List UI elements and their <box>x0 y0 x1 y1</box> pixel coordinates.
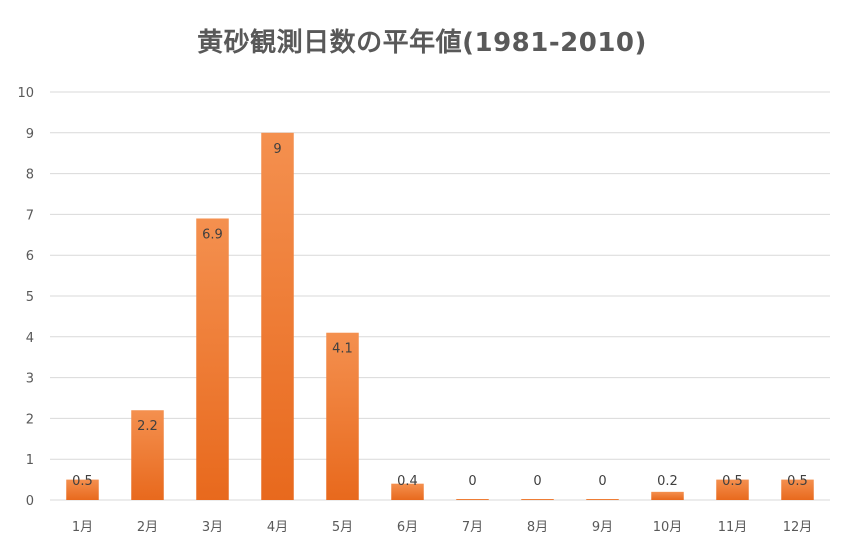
data-label: 0.5 <box>72 474 93 489</box>
bar <box>521 499 554 500</box>
x-tick-label: 8月 <box>527 520 548 535</box>
x-tick-label: 5月 <box>332 520 353 535</box>
y-tick-label: 8 <box>26 168 34 183</box>
bar <box>66 479 99 500</box>
bar <box>781 479 814 500</box>
data-label: 2.2 <box>137 419 158 434</box>
chart-title: 黄砂観測日数の平年値(1981-2010) <box>197 28 647 58</box>
data-label: 0 <box>468 474 476 489</box>
bar <box>131 410 164 500</box>
data-label: 0.2 <box>657 474 678 489</box>
y-tick-label: 5 <box>26 290 34 305</box>
x-axis-ticks: 1月 2月 3月 4月 5月 6月 7月 8月 9月 10月 11月 12月 <box>72 520 812 535</box>
x-tick-label: 6月 <box>397 520 418 535</box>
y-tick-label: 3 <box>26 372 34 387</box>
data-label: 0.5 <box>787 474 808 489</box>
data-label: 0 <box>598 474 606 489</box>
bar <box>456 499 489 500</box>
bar <box>326 332 359 500</box>
bar <box>586 499 619 500</box>
y-tick-label: 7 <box>26 208 34 223</box>
y-tick-label: 2 <box>26 412 34 427</box>
bar <box>716 479 749 500</box>
bar <box>651 491 684 500</box>
x-tick-label: 9月 <box>592 520 613 535</box>
x-tick-label: 4月 <box>267 520 288 535</box>
x-tick-label: 11月 <box>718 520 748 535</box>
data-label: 6.9 <box>202 227 223 242</box>
y-tick-label: 10 <box>17 86 34 101</box>
y-axis-ticks: 0 1 2 3 4 5 6 7 8 9 10 <box>17 86 34 509</box>
bars <box>66 132 814 501</box>
x-tick-label: 12月 <box>783 520 813 535</box>
data-label: 4.1 <box>332 342 353 357</box>
x-tick-label: 2月 <box>137 520 158 535</box>
data-label: 0 <box>533 474 541 489</box>
x-tick-label: 10月 <box>653 520 683 535</box>
x-tick-label: 1月 <box>72 520 93 535</box>
data-labels: 0.5 2.2 6.9 9 4.1 0.4 0 0 0 0.2 0.5 0.5 <box>72 142 808 489</box>
data-label: 0.4 <box>397 474 418 489</box>
y-tick-label: 0 <box>26 494 34 509</box>
gridlines <box>50 91 830 501</box>
bar <box>196 218 229 501</box>
bar <box>261 132 294 501</box>
x-tick-label: 3月 <box>202 520 223 535</box>
y-tick-label: 4 <box>26 331 34 346</box>
data-label: 9 <box>273 142 281 157</box>
data-label: 0.5 <box>722 474 743 489</box>
bar <box>391 483 424 500</box>
x-tick-label: 7月 <box>462 520 483 535</box>
y-tick-label: 1 <box>26 453 34 468</box>
y-tick-label: 9 <box>26 127 34 142</box>
y-tick-label: 6 <box>26 249 34 264</box>
